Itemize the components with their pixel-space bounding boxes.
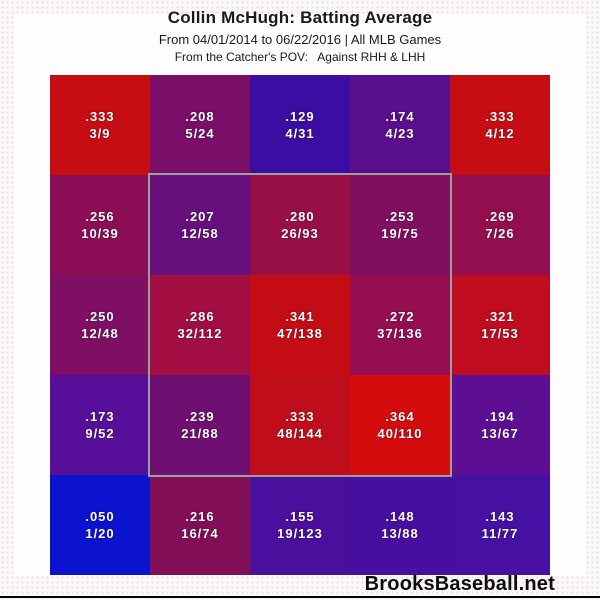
heatmap-cell: .129 4/31 xyxy=(250,75,350,175)
heatmap-cell: .050 1/20 xyxy=(50,475,150,575)
cell-hits-at-bats: 4/23 xyxy=(385,126,415,141)
cell-hits-at-bats: 48/144 xyxy=(277,426,323,441)
cell-batting-average: .208 xyxy=(185,109,215,124)
cell-hits-at-bats: 12/48 xyxy=(81,326,119,341)
heatmap-cell: .155 19/123 xyxy=(250,475,350,575)
cell-hits-at-bats: 32/112 xyxy=(177,326,223,341)
cell-batting-average: .272 xyxy=(385,309,415,324)
chart-header: Collin McHugh: Batting Average From 04/0… xyxy=(0,8,600,64)
cell-hits-at-bats: 11/77 xyxy=(481,526,519,541)
cell-hits-at-bats: 19/75 xyxy=(381,226,419,241)
heatmap-cell: .173 9/52 xyxy=(50,375,150,475)
cell-hits-at-bats: 13/67 xyxy=(481,426,519,441)
heatmap-cell: .143 11/77 xyxy=(450,475,550,575)
heatmap-cell: .253 19/75 xyxy=(350,175,450,275)
cell-hits-at-bats: 21/88 xyxy=(181,426,219,441)
cell-batting-average: .155 xyxy=(285,509,315,524)
heatmap-grid: .333 3/9 .208 5/24 .129 4/31 .174 4/23 .333 4/12.… xyxy=(50,75,550,575)
cell-batting-average: .321 xyxy=(485,309,515,324)
cell-hits-at-bats: 10/39 xyxy=(81,226,119,241)
cell-hits-at-bats: 37/136 xyxy=(377,326,423,341)
cell-batting-average: .143 xyxy=(485,509,515,524)
heatmap-cell: .174 4/23 xyxy=(350,75,450,175)
cell-hits-at-bats: 5/24 xyxy=(185,126,215,141)
cell-batting-average: .341 xyxy=(285,309,315,324)
cell-batting-average: .333 xyxy=(285,409,315,424)
cell-batting-average: .286 xyxy=(185,309,215,324)
cell-hits-at-bats: 40/110 xyxy=(377,426,423,441)
chart-subtitle: From 04/01/2014 to 06/22/2016 | All MLB … xyxy=(158,32,442,47)
heatmap-cell: .250 12/48 xyxy=(50,275,150,375)
cell-batting-average: .174 xyxy=(385,109,415,124)
heatmap-cell: .269 7/26 xyxy=(450,175,550,275)
cell-hits-at-bats: 12/58 xyxy=(181,226,219,241)
cell-batting-average: .207 xyxy=(185,209,215,224)
heatmap-cell: .286 32/112 xyxy=(150,275,250,375)
heatmap-cell: .194 13/67 xyxy=(450,375,550,475)
cell-batting-average: .050 xyxy=(85,509,115,524)
cell-hits-at-bats: 13/88 xyxy=(381,526,419,541)
heatmap-cell: .148 13/88 xyxy=(350,475,450,575)
cell-hits-at-bats: 47/138 xyxy=(277,326,323,341)
chart-title: Collin McHugh: Batting Average xyxy=(167,8,433,27)
heatmap-cell: .321 17/53 xyxy=(450,275,550,375)
cell-hits-at-bats: 26/93 xyxy=(281,226,319,241)
bottom-divider xyxy=(0,596,600,598)
chart-pov-note: From the Catcher's POV: Against RHH & LH… xyxy=(174,50,426,64)
heatmap-cell: .208 5/24 xyxy=(150,75,250,175)
cell-batting-average: .253 xyxy=(385,209,415,224)
cell-batting-average: .129 xyxy=(285,109,315,124)
cell-batting-average: .269 xyxy=(485,209,515,224)
cell-batting-average: .239 xyxy=(185,409,215,424)
cell-batting-average: .148 xyxy=(385,509,415,524)
cell-batting-average: .333 xyxy=(485,109,515,124)
cell-batting-average: .250 xyxy=(85,309,115,324)
cell-batting-average: .216 xyxy=(185,509,215,524)
cell-batting-average: .333 xyxy=(85,109,115,124)
cell-batting-average: .364 xyxy=(385,409,415,424)
heatmap-cell: .207 12/58 xyxy=(150,175,250,275)
cell-hits-at-bats: 19/123 xyxy=(277,526,323,541)
cell-batting-average: .280 xyxy=(285,209,315,224)
cell-hits-at-bats: 17/53 xyxy=(481,326,519,341)
heatmap-cell: .272 37/136 xyxy=(350,275,450,375)
heatmap-cell: .341 47/138 xyxy=(250,275,350,375)
heatmap-cell: .333 3/9 xyxy=(50,75,150,175)
cell-batting-average: .194 xyxy=(485,409,515,424)
cell-batting-average: .173 xyxy=(85,409,115,424)
heatmap-cell: .333 4/12 xyxy=(450,75,550,175)
cell-hits-at-bats: 1/20 xyxy=(85,526,115,541)
cell-hits-at-bats: 16/74 xyxy=(181,526,219,541)
heatmap-cell: .280 26/93 xyxy=(250,175,350,275)
cell-batting-average: .256 xyxy=(85,209,115,224)
cell-hits-at-bats: 4/31 xyxy=(285,126,315,141)
heatmap-cell: .364 40/110 xyxy=(350,375,450,475)
cell-hits-at-bats: 4/12 xyxy=(485,126,515,141)
heatmap-cell: .333 48/144 xyxy=(250,375,350,475)
heatmap-cell: .216 16/74 xyxy=(150,475,250,575)
cell-hits-at-bats: 3/9 xyxy=(89,126,111,141)
heatmap-cell: .239 21/88 xyxy=(150,375,250,475)
brand-watermark: BrooksBaseball.net xyxy=(364,573,555,595)
heatmap-cell: .256 10/39 xyxy=(50,175,150,275)
cell-hits-at-bats: 7/26 xyxy=(485,226,515,241)
cell-hits-at-bats: 9/52 xyxy=(85,426,115,441)
